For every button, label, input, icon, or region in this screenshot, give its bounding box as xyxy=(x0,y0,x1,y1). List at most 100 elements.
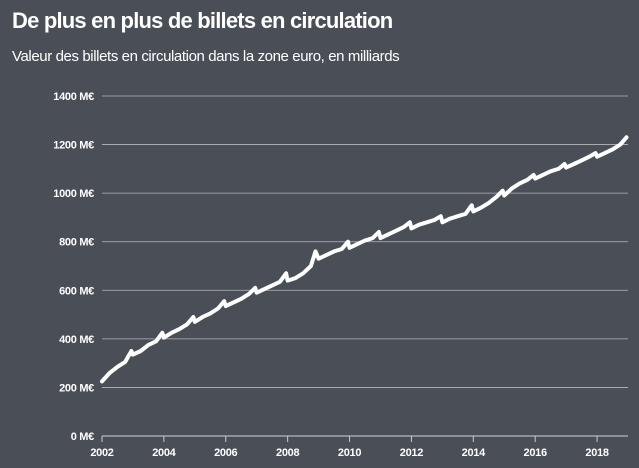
data-point xyxy=(355,242,359,246)
data-point xyxy=(464,212,468,216)
data-point xyxy=(532,173,536,177)
data-point xyxy=(402,225,406,229)
data-point xyxy=(222,299,226,303)
data-point xyxy=(278,280,282,284)
data-point xyxy=(487,201,491,205)
data-point xyxy=(456,214,460,218)
data-point xyxy=(324,253,328,257)
data-point xyxy=(603,151,607,155)
y-tick-label: 400 M€ xyxy=(59,334,94,346)
data-point xyxy=(470,203,474,207)
data-point xyxy=(286,279,290,283)
data-point xyxy=(479,206,483,210)
data-point xyxy=(371,236,375,240)
data-point xyxy=(216,306,220,311)
data-point xyxy=(572,162,576,166)
series-line xyxy=(100,135,629,384)
data-point xyxy=(408,220,412,224)
y-tick-label: 0 M€ xyxy=(71,431,94,443)
data-point xyxy=(593,151,598,155)
data-point xyxy=(595,155,599,159)
data-point xyxy=(154,339,158,343)
data-point xyxy=(518,181,522,185)
y-tick-label: 1200 M€ xyxy=(53,140,94,152)
data-point xyxy=(417,223,421,227)
data-point xyxy=(131,353,135,357)
data-point xyxy=(224,304,228,308)
y-tick-label: 1400 M€ xyxy=(53,91,94,103)
y-tick-label: 1000 M€ xyxy=(53,188,94,200)
data-point xyxy=(309,264,313,268)
data-point xyxy=(255,291,259,295)
x-tick-label: 2006 xyxy=(214,447,237,459)
data-point xyxy=(270,283,274,287)
data-point xyxy=(439,214,443,218)
data-point xyxy=(525,178,530,182)
data-point xyxy=(440,220,444,224)
data-point xyxy=(471,209,475,213)
data-point xyxy=(253,286,257,290)
data-point xyxy=(313,249,318,253)
data-point xyxy=(160,331,164,335)
x-tick-label: 2018 xyxy=(585,447,608,459)
data-point xyxy=(239,297,243,301)
data-point xyxy=(208,311,212,315)
data-point xyxy=(501,189,505,193)
data-point xyxy=(170,331,174,335)
x-tick-label: 2008 xyxy=(276,447,299,459)
x-tick-label: 2004 xyxy=(152,447,176,459)
data-point xyxy=(201,315,205,319)
data-point xyxy=(533,177,537,181)
data-point xyxy=(510,186,514,190)
data-point xyxy=(587,155,591,159)
data-point xyxy=(185,322,189,326)
data-point xyxy=(425,220,429,224)
y-tick-label: 200 M€ xyxy=(59,382,94,394)
data-point xyxy=(564,166,568,170)
data-point xyxy=(231,300,236,304)
chart-subtitle: Valeur des billets en circulation dans l… xyxy=(12,48,400,65)
data-point xyxy=(409,226,413,230)
data-point xyxy=(340,247,344,251)
data-point xyxy=(191,315,195,319)
x-tick-label: 2002 xyxy=(90,447,113,459)
y-tick-label: 600 M€ xyxy=(59,285,94,297)
data-point xyxy=(556,167,561,171)
data-point xyxy=(347,246,352,250)
data-point xyxy=(394,229,398,233)
data-point xyxy=(162,336,166,340)
chart-title: De plus en plus de billets en circulatio… xyxy=(12,8,393,33)
x-tick-label: 2012 xyxy=(400,447,423,459)
data-point xyxy=(301,271,305,275)
data-point xyxy=(563,162,567,166)
data-point xyxy=(549,169,553,173)
x-tick-label: 2014 xyxy=(462,447,486,459)
data-point xyxy=(193,320,197,324)
data-point xyxy=(433,218,437,222)
data-point xyxy=(317,257,321,261)
data-point xyxy=(494,195,499,199)
y-tick-label: 800 M€ xyxy=(59,237,94,249)
data-point xyxy=(129,349,133,353)
data-point xyxy=(378,236,383,240)
data-point xyxy=(346,240,350,244)
data-point xyxy=(139,349,143,353)
data-point xyxy=(502,194,506,198)
data-point xyxy=(386,232,390,236)
x-tick-label: 2016 xyxy=(524,447,547,459)
data-point xyxy=(123,360,127,364)
data-point xyxy=(541,173,545,177)
data-point xyxy=(100,379,104,383)
x-tick-label: 2010 xyxy=(338,447,361,459)
data-point xyxy=(284,271,288,275)
data-point xyxy=(247,292,251,296)
data-point xyxy=(262,287,266,291)
data-point xyxy=(146,343,150,347)
data-point xyxy=(377,230,381,234)
data-point xyxy=(363,238,367,243)
data-point xyxy=(108,371,112,375)
data-point xyxy=(610,147,615,151)
data-point xyxy=(580,158,584,162)
